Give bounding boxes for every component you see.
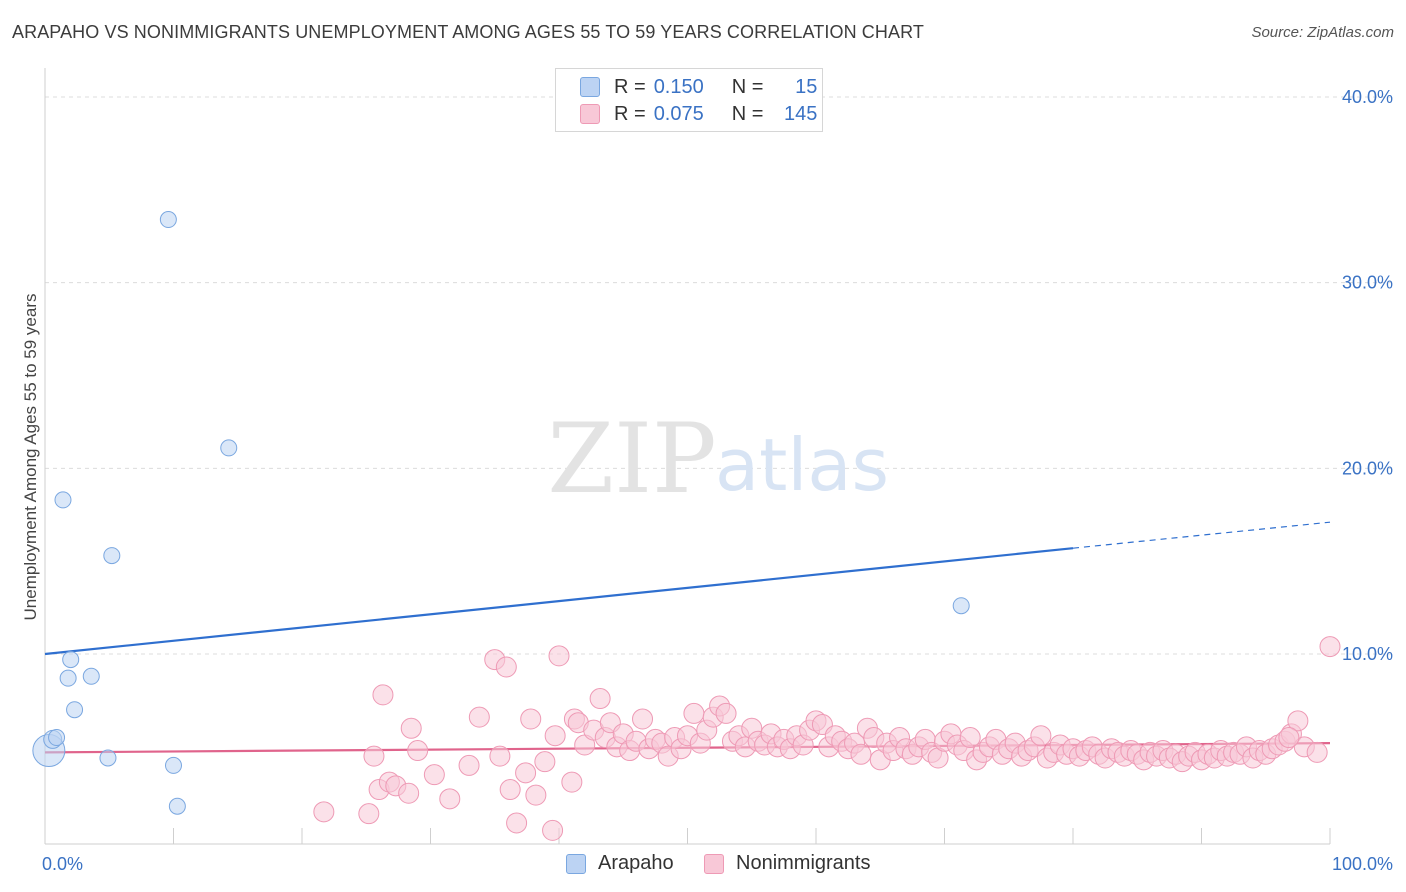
legend-swatch-arapaho [566,853,586,874]
nonimmigrant-point [499,779,521,801]
nonimmigrant-point [683,702,705,724]
nonimmigrant-point [407,740,429,762]
legend-n-label: N = [731,75,764,98]
y-axis-label: Unemployment Among Ages 55 to 59 years [21,294,40,621]
arapaho-point [952,597,970,615]
legend-item-nonimmigrants[interactable]: Nonimmigrants [704,852,870,875]
arapaho-trend-extension [1072,521,1331,549]
legend-row-nonimmigrants: R = 0.075 N = 145 [580,102,817,126]
legend-item-arapaho[interactable]: Arapaho [566,852,674,875]
nonimmigrant-point [495,656,517,678]
nonimmigrant-point [358,803,380,825]
legend-swatch-nonimmigrants [580,104,600,124]
x-tick-label: 100.0% [1332,854,1393,874]
arapaho-point [82,667,100,685]
nonimmigrant-point [458,754,480,776]
nonimmigrant-point [489,745,511,767]
x-tick-label: 0.0% [42,854,83,874]
chart-title: ARAPAHO VS NONIMMIGRANTS UNEMPLOYMENT AM… [12,22,924,42]
nonimmigrant-point [544,725,566,747]
arapaho-trend-line [44,547,1074,656]
y-tick-label: 10.0% [1342,644,1393,664]
legend-label-nonimmigrants: Nonimmigrants [736,852,871,874]
nonimmigrant-point [715,702,737,724]
legend-row-arapaho: R = 0.150 N = 15 [580,75,817,99]
watermark-atlas: atlas [715,423,889,507]
nonimmigrant-point [1306,741,1328,763]
nonimmigrant-point [1319,636,1341,658]
nonimmigrant-point [1030,725,1052,747]
arapaho-point [54,491,72,509]
arapaho-point [48,729,66,747]
legend-n-value-nonimmigrants: 145 [784,102,818,125]
arapaho-point [165,756,182,774]
nonimmigrant-point [520,708,542,730]
arapaho-point [99,749,117,767]
arapaho-point [66,701,84,719]
data-points [32,211,1341,841]
nonimmigrant-point [506,812,528,834]
watermark: ZIP atlas [547,403,889,515]
arapaho-point [168,797,186,815]
legend-n-value-arapaho: 15 [795,75,818,98]
nonimmigrant-point [515,762,537,784]
gridlines [45,96,1392,655]
correlation-legend: R = 0.150 N = 15 R = 0.075 N = 145 [555,68,823,132]
legend-r-label: R = [614,102,646,125]
nonimmigrant-point [632,708,654,730]
nonimmigrant-point [400,717,422,739]
watermark-zip: ZIP [547,403,716,515]
nonimmigrant-point [313,801,335,823]
nonimmigrant-point [534,751,556,773]
axis-labels: Unemployment Among Ages 55 to 59 years [21,294,40,621]
nonimmigrant-point [525,784,547,806]
nonimmigrant-point [959,727,981,749]
source-label: Source: ZipAtlas.com [1251,24,1394,41]
legend-label-arapaho: Arapaho [598,852,674,874]
nonimmigrant-point [548,645,570,667]
series-legend: Arapaho Nonimmigrants [0,852,1406,878]
arapaho-point [159,211,177,229]
nonimmigrant-point [850,743,872,765]
nonimmigrant-point [1278,727,1300,749]
legend-swatch-arapaho [580,77,600,97]
nonimmigrant-point [1287,710,1309,732]
nonimmigrant-point [468,706,490,728]
arapaho-point [62,651,80,669]
y-tick-label: 20.0% [1342,458,1393,478]
nonimmigrant-point [372,684,394,706]
nonimmigrant-point [589,688,611,710]
arapaho-point [103,547,121,565]
legend-n-label: N = [731,102,764,125]
nonimmigrant-point [561,771,583,793]
nonimmigrant-point [439,788,461,810]
arapaho-point [59,669,77,687]
nonimmigrant-point [542,819,564,841]
legend-swatch-nonimmigrants [704,853,724,874]
arapaho-point [220,439,238,457]
y-tick-label: 30.0% [1342,273,1393,293]
nonimmigrant-point [423,764,445,786]
legend-r-value-nonimmigrants: 0.075 [653,102,704,125]
axes: 10.0% 20.0% 30.0% 40.0% 0.0% 100.0% [42,68,1393,874]
legend-r-label: R = [614,75,646,98]
nonimmigrant-point [398,782,420,804]
legend-r-value-arapaho: 0.150 [653,75,704,98]
nonimmigrant-point [363,745,385,767]
y-tick-label: 40.0% [1342,87,1393,107]
